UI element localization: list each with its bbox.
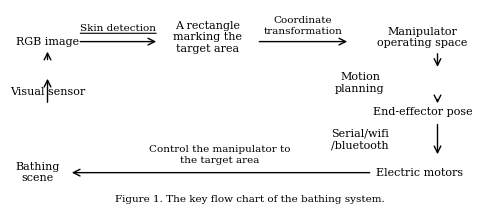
Text: Manipulator
operating space: Manipulator operating space	[378, 27, 468, 48]
Text: RGB image: RGB image	[16, 37, 79, 47]
Text: Serial/wifi
/bluetooth: Serial/wifi /bluetooth	[331, 129, 389, 150]
Text: Control the manipulator to
the target area: Control the manipulator to the target ar…	[149, 145, 291, 165]
Text: Visual sensor: Visual sensor	[10, 87, 85, 97]
Text: Bathing
scene: Bathing scene	[16, 162, 60, 183]
Text: Figure 1. The key flow chart of the bathing system.: Figure 1. The key flow chart of the bath…	[115, 195, 385, 204]
Text: Coordinate
transformation: Coordinate transformation	[264, 16, 342, 36]
Text: End-effector pose: End-effector pose	[372, 107, 472, 117]
Text: Motion
planning: Motion planning	[335, 72, 385, 94]
Text: A rectangle
marking the
target area: A rectangle marking the target area	[173, 21, 242, 54]
Text: Skin detection: Skin detection	[80, 24, 156, 33]
Text: Electric motors: Electric motors	[376, 168, 464, 178]
